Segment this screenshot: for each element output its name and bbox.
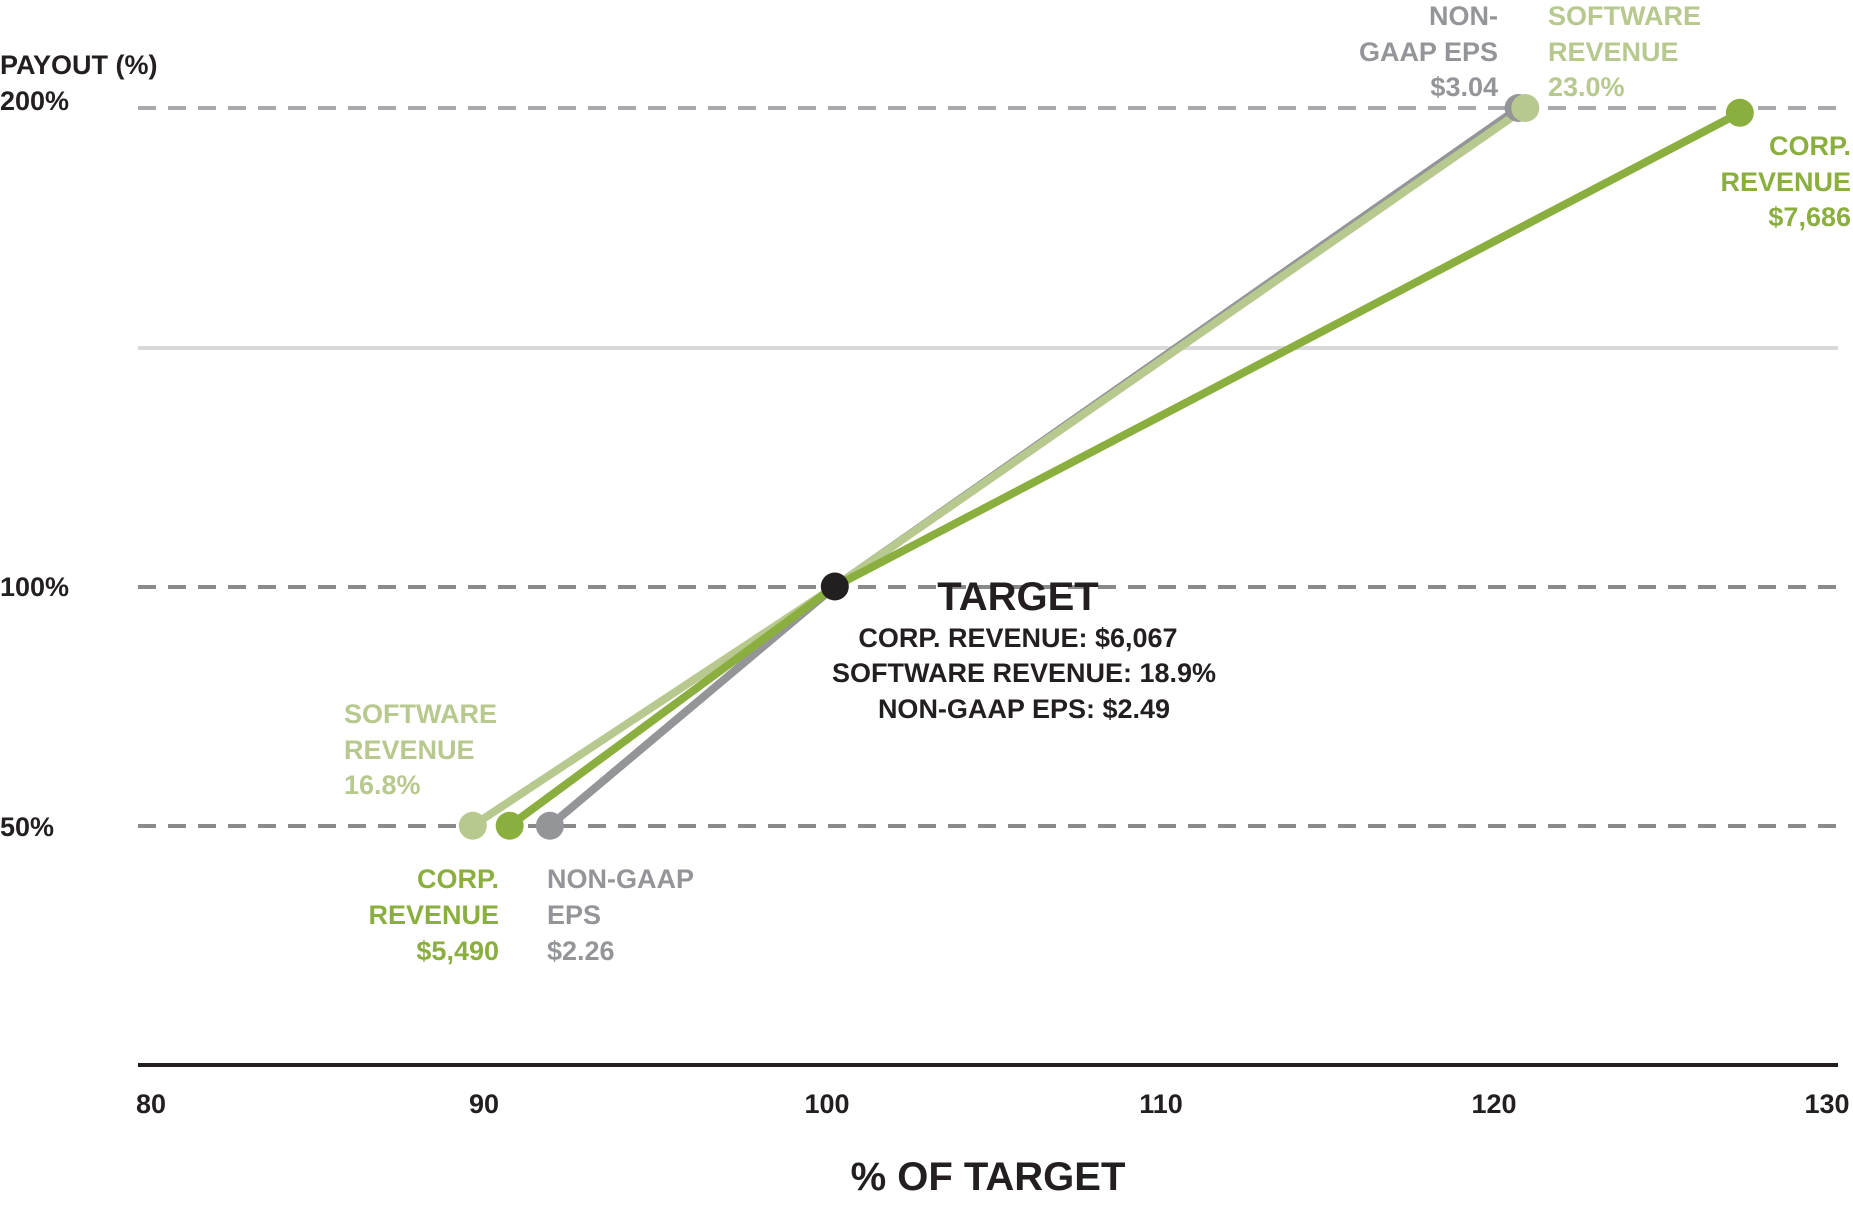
point-corp-revenue-low	[495, 811, 524, 840]
point-corp-revenue-high	[1725, 98, 1754, 127]
label-corp-revenue-low-3: $5,490	[416, 936, 499, 966]
point-non-gaap-eps-low	[535, 811, 564, 840]
label-corp-revenue-high-1: CORP.	[1769, 131, 1851, 161]
label-corp-revenue-high-2: REVENUE	[1720, 167, 1851, 197]
target-software-revenue: SOFTWARE REVENUE: 18.9%	[832, 658, 1216, 688]
label-non-gaap-eps-high-1: NON-	[1429, 1, 1498, 31]
label-corp-revenue-high-3: $7,686	[1768, 202, 1851, 232]
point-software-revenue-high	[1511, 94, 1540, 122]
label-software-revenue-low-1: SOFTWARE	[344, 699, 497, 729]
label-non-gaap-eps-high-3: $3.04	[1430, 72, 1498, 102]
y-tick-100: 100%	[0, 572, 69, 602]
label-software-revenue-low-2: REVENUE	[344, 735, 475, 765]
x-tick-100: 100	[804, 1089, 849, 1119]
label-non-gaap-eps-low-3: $2.26	[547, 936, 615, 966]
label-non-gaap-eps-high-2: GAAP EPS	[1359, 37, 1498, 67]
x-tick-90: 90	[469, 1089, 499, 1119]
label-software-revenue-high-2: REVENUE	[1548, 37, 1679, 67]
target-corp-revenue: CORP. REVENUE: $6,067	[858, 623, 1177, 653]
x-tick-80: 80	[136, 1089, 166, 1119]
label-software-revenue-low-3: 16.8%	[344, 770, 421, 800]
point-software-revenue-low	[458, 811, 487, 840]
y-axis-title: PAYOUT (%)	[0, 50, 158, 80]
label-software-revenue-high-3: 23.0%	[1548, 72, 1625, 102]
label-software-revenue-high-1: SOFTWARE	[1548, 1, 1701, 31]
x-tick-130: 130	[1804, 1089, 1849, 1119]
y-tick-200: 200%	[0, 86, 69, 116]
target-non-gaap-eps: NON-GAAP EPS: $2.49	[878, 694, 1170, 724]
label-corp-revenue-low-2: REVENUE	[368, 900, 499, 930]
label-non-gaap-eps-low-1: NON-GAAP	[547, 864, 694, 894]
label-non-gaap-eps-low-2: EPS	[547, 900, 601, 930]
y-tick-50: 50%	[0, 812, 54, 842]
label-corp-revenue-low-1: CORP.	[417, 864, 499, 894]
x-axis-title: % OF TARGET	[851, 1155, 1126, 1199]
x-tick-110: 110	[1139, 1089, 1183, 1119]
target-heading: TARGET	[937, 575, 1098, 619]
x-tick-120: 120	[1471, 1089, 1516, 1119]
target-point	[820, 572, 849, 601]
